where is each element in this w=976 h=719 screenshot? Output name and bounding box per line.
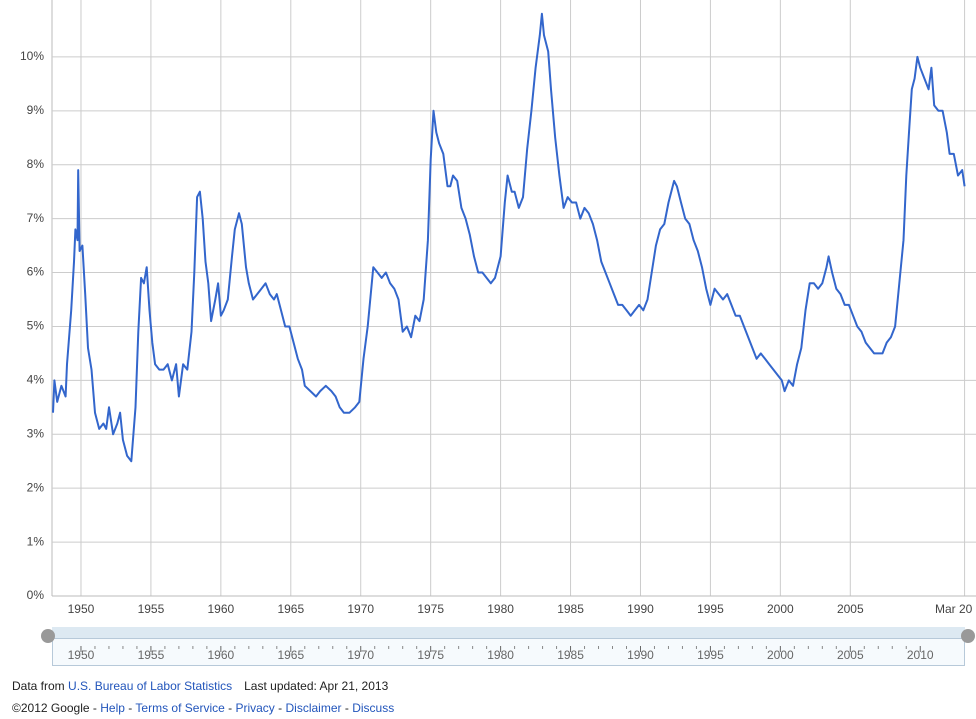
overview-tick-label: 1980: [487, 648, 514, 662]
footer-link[interactable]: Terms of Service: [135, 701, 225, 715]
range-band: [52, 627, 965, 638]
separator: -: [344, 701, 349, 715]
x-tick-label: 1970: [347, 602, 374, 616]
y-tick-label: 1%: [27, 534, 45, 548]
x-tick-label: 2005: [837, 602, 864, 616]
x-tick-label: 1975: [417, 602, 444, 616]
overview-tick-label: 2000: [767, 648, 794, 662]
grid: [52, 0, 976, 597]
x-tick-label: 2000: [767, 602, 794, 616]
x-tick-label: Mar 20: [935, 602, 973, 616]
source-prefix: Data from: [12, 679, 65, 693]
y-tick-label: 7%: [27, 211, 45, 225]
y-tick-label: 0%: [27, 588, 45, 602]
x-tick-label: 1950: [68, 602, 95, 616]
footer-link[interactable]: Privacy: [235, 701, 275, 715]
separator: -: [92, 701, 97, 715]
separator: -: [278, 701, 283, 715]
overview-tick-label: 1960: [208, 648, 235, 662]
separator: -: [228, 701, 233, 715]
x-tick-label: 1980: [487, 602, 514, 616]
overview-tick-label: 1985: [557, 648, 584, 662]
links-line: ©2012 Google - Help - Terms of Service -…: [12, 697, 394, 719]
y-tick-label: 6%: [27, 265, 45, 279]
overview-tick-label: 1950: [68, 648, 95, 662]
range-handle-right[interactable]: [961, 629, 975, 643]
y-tick-label: 3%: [27, 426, 45, 440]
y-tick-label: 5%: [27, 319, 45, 333]
footer-link[interactable]: Discuss: [352, 701, 395, 715]
footer-link[interactable]: Help: [100, 701, 125, 715]
footer: Data from U.S. Bureau of Labor Statistic…: [12, 675, 394, 719]
source-line: Data from U.S. Bureau of Labor Statistic…: [12, 675, 394, 697]
copyright: ©2012 Google: [12, 701, 90, 715]
overview-tick-label: 2005: [837, 648, 864, 662]
y-tick-label: 10%: [20, 49, 44, 63]
x-tick-label: 1995: [697, 602, 724, 616]
overview-tick-label: 1975: [417, 648, 444, 662]
x-tick-label: 1965: [277, 602, 304, 616]
x-tick-label: 1960: [208, 602, 235, 616]
x-tick-label: 1985: [557, 602, 584, 616]
overview-tick-label: 2010: [907, 648, 934, 662]
last-updated: Last updated: Apr 21, 2013: [244, 679, 389, 693]
x-tick-label: 1990: [627, 602, 654, 616]
overview-box: [52, 638, 965, 666]
x-tick-label: 1955: [138, 602, 165, 616]
overview-tick-label: 1955: [138, 648, 165, 662]
chart: 0% 1% 2% 3% 4% 5% 6% 7% 8% 9% 10% 1950 1955 1960 1965 1…: [20, 0, 976, 666]
source-link[interactable]: U.S. Bureau of Labor Statistics: [68, 679, 233, 693]
y-tick-label: 9%: [27, 103, 45, 117]
series-line: [52, 12, 966, 463]
overview-tick-label: 1965: [277, 648, 304, 662]
overview-tick-label: 1970: [347, 648, 374, 662]
y-tick-label: 8%: [27, 157, 45, 171]
range-handle-left[interactable]: [41, 629, 55, 643]
overview-tick-label: 1995: [697, 648, 724, 662]
footer-link[interactable]: Disclaimer: [285, 701, 342, 715]
separator: -: [128, 701, 133, 715]
y-tick-label: 2%: [27, 480, 45, 494]
y-tick-label: 4%: [27, 373, 45, 387]
overview-tick-label: 1990: [627, 648, 654, 662]
